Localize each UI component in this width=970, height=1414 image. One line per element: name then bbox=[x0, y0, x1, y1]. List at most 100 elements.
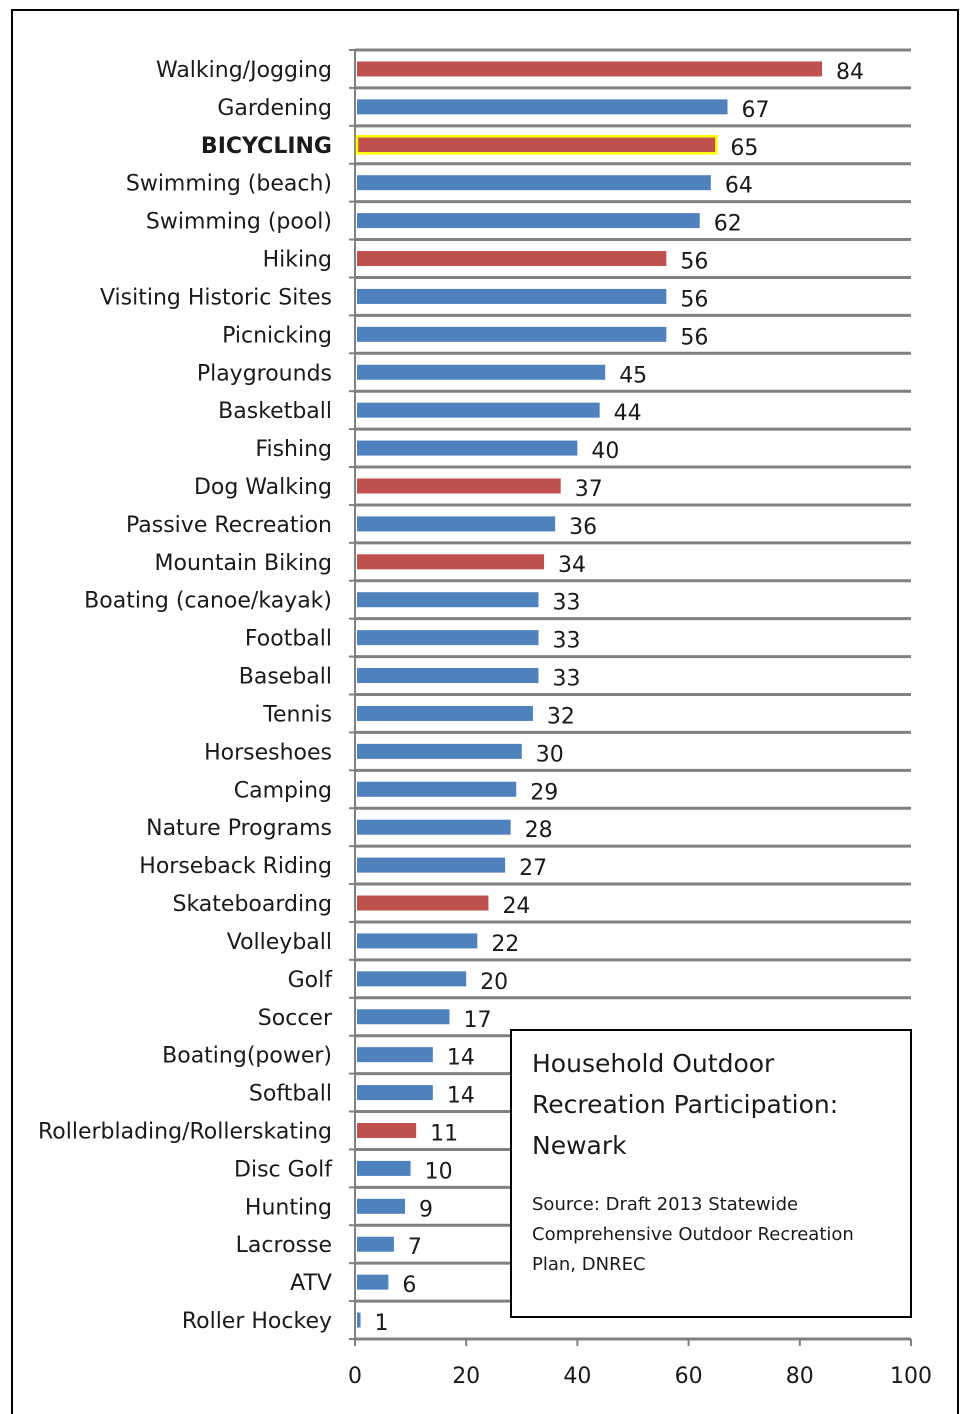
x-tick-label: 0 bbox=[348, 1364, 362, 1389]
category-label: Tennis bbox=[262, 702, 332, 727]
category-label: ATV bbox=[290, 1271, 332, 1296]
bar bbox=[357, 402, 600, 418]
category-label: Boating(power) bbox=[162, 1044, 332, 1069]
data-label: 67 bbox=[742, 98, 770, 123]
data-label: 32 bbox=[547, 704, 575, 729]
bar bbox=[357, 251, 667, 267]
data-label: 62 bbox=[714, 212, 742, 237]
bar bbox=[357, 478, 561, 494]
bar bbox=[357, 213, 700, 229]
data-label: 64 bbox=[725, 174, 753, 199]
data-label: 27 bbox=[519, 856, 547, 881]
bar bbox=[357, 1274, 389, 1290]
data-label: 45 bbox=[619, 363, 647, 388]
data-label: 14 bbox=[447, 1084, 475, 1109]
chart-title: Household Outdoor Recreation Participati… bbox=[532, 1049, 839, 1160]
category-label: Camping bbox=[234, 778, 332, 803]
category-label: Swimming (beach) bbox=[126, 172, 332, 197]
data-label: 24 bbox=[502, 894, 530, 919]
data-label: 36 bbox=[569, 515, 597, 540]
data-label: 30 bbox=[536, 742, 564, 767]
data-label: 84 bbox=[836, 60, 864, 85]
category-label: Fishing bbox=[255, 437, 332, 462]
category-label: Soccer bbox=[258, 1006, 333, 1031]
category-label: Horseback Riding bbox=[139, 854, 332, 879]
bar bbox=[357, 99, 728, 115]
data-label: 65 bbox=[730, 136, 758, 161]
data-label: 44 bbox=[614, 401, 642, 426]
category-label: Softball bbox=[249, 1082, 332, 1107]
category-label: Passive Recreation bbox=[126, 513, 332, 538]
category-label: BICYCLING bbox=[201, 134, 332, 159]
category-label: Disc Golf bbox=[234, 1157, 333, 1182]
bar bbox=[357, 326, 667, 342]
chart-info-box: Household Outdoor Recreation Participati… bbox=[510, 1029, 912, 1318]
category-label: Walking/Jogging bbox=[156, 58, 332, 83]
bar bbox=[357, 1312, 361, 1328]
data-label: 56 bbox=[680, 325, 708, 350]
data-label: 34 bbox=[558, 553, 586, 578]
bar bbox=[357, 592, 539, 608]
chart-source: Source: Draft 2013 Statewide Comprehensi… bbox=[532, 1194, 854, 1275]
x-tick-label: 20 bbox=[452, 1364, 480, 1389]
category-label: Lacrosse bbox=[236, 1233, 332, 1258]
bar bbox=[357, 933, 478, 949]
category-label: Mountain Biking bbox=[155, 551, 332, 576]
data-label: 6 bbox=[402, 1273, 416, 1298]
category-label: Basketball bbox=[218, 399, 332, 424]
category-label: Horseshoes bbox=[204, 740, 332, 765]
category-label: Football bbox=[245, 627, 332, 652]
bar bbox=[357, 668, 539, 684]
bar bbox=[357, 819, 511, 835]
category-label: Picnicking bbox=[222, 323, 332, 348]
x-tick-label: 40 bbox=[563, 1364, 591, 1389]
data-label: 33 bbox=[552, 629, 580, 654]
data-label: 7 bbox=[408, 1235, 422, 1260]
category-label: Golf bbox=[288, 968, 334, 993]
bar bbox=[357, 895, 489, 911]
category-label: Baseball bbox=[239, 665, 332, 690]
data-label: 56 bbox=[680, 250, 708, 275]
bar bbox=[357, 1198, 406, 1214]
data-label: 40 bbox=[591, 439, 619, 464]
data-label: 20 bbox=[480, 970, 508, 995]
bar bbox=[357, 288, 667, 304]
data-label: 10 bbox=[425, 1159, 453, 1184]
category-label: Visiting Historic Sites bbox=[100, 285, 332, 310]
bar bbox=[357, 857, 506, 873]
bar bbox=[357, 1160, 411, 1176]
category-label: Hunting bbox=[245, 1195, 332, 1220]
category-label: Nature Programs bbox=[146, 816, 332, 841]
data-label: 37 bbox=[575, 477, 603, 502]
bar bbox=[357, 1009, 450, 1025]
data-label: 33 bbox=[552, 667, 580, 692]
bar bbox=[357, 630, 539, 646]
category-label: Boating (canoe/kayak) bbox=[84, 589, 332, 614]
category-label: Volleyball bbox=[227, 930, 332, 955]
bar bbox=[357, 1236, 394, 1252]
category-label: Playgrounds bbox=[197, 361, 332, 386]
bar bbox=[357, 781, 517, 797]
category-label: Rollerblading/Rollerskating bbox=[38, 1119, 332, 1144]
bar bbox=[357, 61, 823, 77]
data-label: 17 bbox=[464, 1008, 492, 1033]
bar bbox=[357, 705, 533, 721]
data-label: 9 bbox=[419, 1197, 433, 1222]
bar bbox=[357, 554, 545, 570]
bar bbox=[357, 364, 606, 380]
data-label: 11 bbox=[430, 1121, 458, 1146]
bar bbox=[357, 175, 711, 191]
category-label: Swimming (pool) bbox=[146, 210, 332, 235]
data-label: 22 bbox=[491, 932, 519, 957]
bar bbox=[357, 1047, 433, 1063]
bar bbox=[357, 743, 522, 759]
bar bbox=[357, 1122, 417, 1138]
category-label: Dog Walking bbox=[194, 475, 332, 500]
data-label: 1 bbox=[375, 1311, 389, 1336]
bar bbox=[357, 1085, 433, 1101]
data-label: 56 bbox=[680, 287, 708, 312]
category-label: Hiking bbox=[263, 248, 332, 273]
x-tick-label: 60 bbox=[675, 1364, 703, 1389]
bar-highlight-outline bbox=[355, 135, 718, 155]
